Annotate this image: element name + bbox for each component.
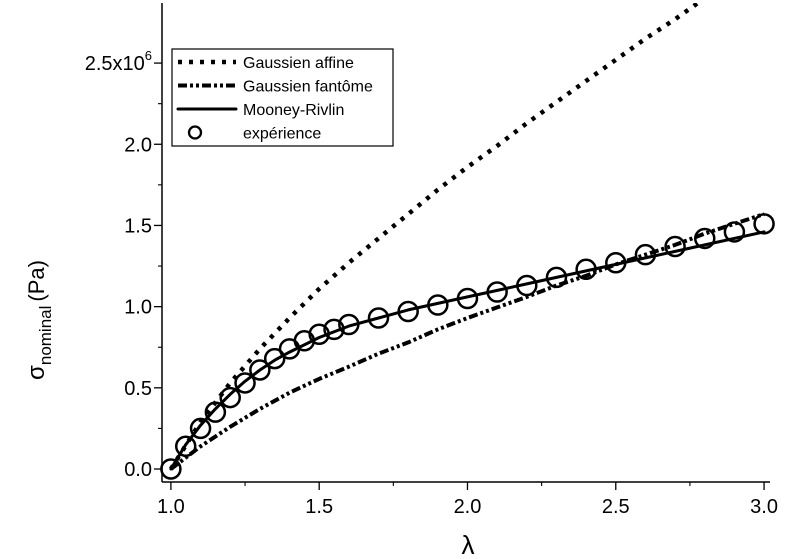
data-point-experience	[323, 318, 345, 341]
data-point-experience	[456, 287, 479, 310]
series-markers-experience	[160, 213, 775, 480]
data-point-experience	[545, 266, 568, 289]
data-point-experience	[308, 323, 330, 345]
x-axis-label: λ	[462, 530, 475, 559]
y-tick-label: 2.5x106	[85, 48, 152, 75]
y-tick-label: 0.5	[124, 378, 152, 400]
data-point-experience	[249, 359, 271, 381]
data-point-experience	[174, 435, 197, 458]
data-point-experience	[605, 252, 627, 274]
legend-marker-experience	[187, 125, 203, 140]
x-tick-label: 1.0	[157, 496, 185, 518]
y-axis-label-subscript: nominal	[36, 306, 55, 366]
legend-label: Gaussien affine	[243, 55, 354, 72]
legend-label: expérience	[243, 126, 321, 143]
x-tick-label: 1.5	[305, 496, 333, 518]
x-tick-label: 2.0	[454, 496, 482, 518]
data-point-experience	[753, 213, 775, 235]
axes-layer: 1.0 1.5 2.0 2.5 3.0 0.0 0.5 1.0 1.5 2.0 2.5x106	[85, 3, 778, 518]
svg-text:σnominal(Pa): σnominal (Pa)	[23, 260, 55, 380]
y-axis-label-unit: (Pa)	[24, 260, 49, 302]
legend-label: Gaussien fantôme	[243, 79, 373, 96]
x-tick-label: 3.0	[750, 496, 778, 518]
data-point-experience	[234, 372, 256, 394]
data-point-experience	[397, 300, 419, 323]
series-line-solid	[169, 230, 766, 471]
legend: Gaussien affine Gaussien fantôme Mooney-Ri…	[171, 48, 394, 147]
x-tick-label: 2.5	[602, 496, 630, 518]
data-point-experience	[634, 243, 657, 266]
y-tick-label-exponent: 6	[145, 48, 152, 63]
y-tick-label: 1.5	[124, 215, 152, 237]
y-tick-label: 2.0	[124, 134, 152, 156]
data-point-experience	[694, 227, 716, 250]
data-point-experience	[219, 386, 241, 409]
legend-label: Mooney-Rivlin	[243, 102, 344, 119]
data-point-experience	[367, 307, 390, 329]
legend-box	[171, 48, 394, 147]
data-point-experience	[723, 221, 746, 243]
data-point-experience	[575, 258, 597, 281]
y-axis-label-symbol: σ	[23, 365, 50, 380]
data-point-experience	[263, 347, 286, 370]
data-point-experience	[664, 235, 686, 258]
data-point-experience	[427, 294, 449, 316]
data-point-experience	[338, 313, 360, 336]
y-tick-label-base: 2.5x10	[85, 53, 145, 75]
data-point-experience	[189, 417, 212, 440]
y-tick-label: 0.0	[124, 459, 152, 481]
y-tick-label: 1.0	[124, 297, 152, 319]
y-axis-label: σnominal (Pa)	[23, 260, 55, 380]
data-point-experience	[204, 401, 227, 423]
data-point-experience	[516, 274, 538, 297]
series-layer	[160, 3, 775, 480]
data-point-experience	[486, 281, 508, 303]
